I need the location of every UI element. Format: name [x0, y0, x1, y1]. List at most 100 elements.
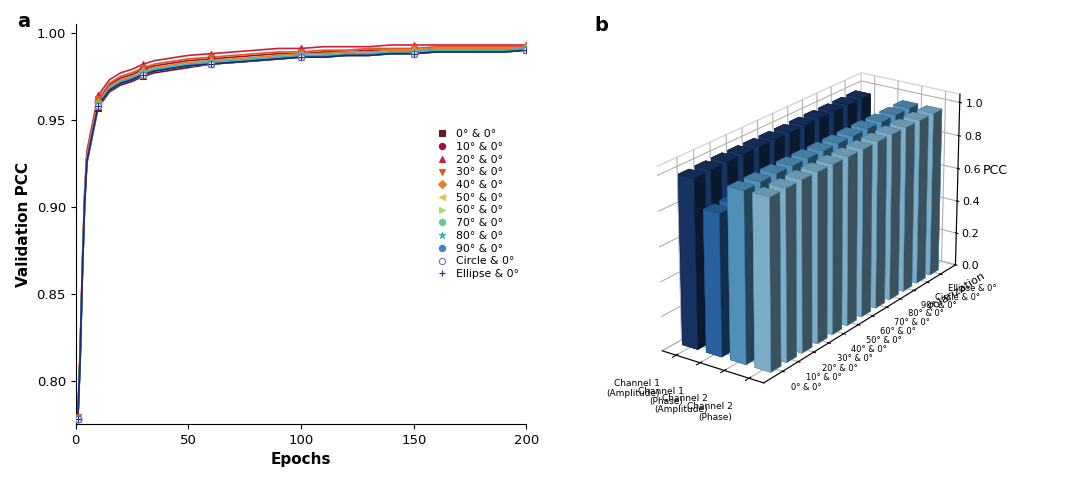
90° & 0°	[71, 416, 84, 422]
20° & 0°	[407, 42, 420, 48]
0° & 0°	[92, 105, 105, 110]
X-axis label: Epochs: Epochs	[271, 453, 332, 468]
20° & 0°	[137, 61, 150, 67]
80° & 0°	[407, 49, 420, 55]
70° & 0°	[407, 49, 420, 55]
10° & 0°	[204, 56, 217, 62]
90° & 0°	[519, 47, 532, 53]
Circle & 0°	[295, 54, 308, 60]
50° & 0°	[407, 51, 420, 56]
70° & 0°	[92, 101, 105, 107]
70° & 0°	[295, 53, 308, 58]
Ellipse & 0°	[295, 54, 308, 60]
Circle & 0°	[407, 51, 420, 56]
60° & 0°	[204, 61, 217, 67]
30° & 0°	[71, 415, 84, 420]
Ellipse & 0°	[92, 103, 105, 109]
60° & 0°	[407, 51, 420, 56]
10° & 0°	[71, 416, 84, 422]
60° & 0°	[295, 54, 308, 60]
Line: 90° & 0°: 90° & 0°	[75, 47, 529, 422]
60° & 0°	[519, 47, 532, 53]
Ellipse & 0°	[407, 51, 420, 56]
Line: 10° & 0°: 10° & 0°	[75, 45, 529, 422]
80° & 0°	[71, 416, 84, 422]
90° & 0°	[204, 61, 217, 67]
Line: 80° & 0°: 80° & 0°	[75, 45, 529, 422]
Circle & 0°	[71, 416, 84, 422]
Text: b: b	[594, 16, 608, 35]
40° & 0°	[407, 47, 420, 53]
40° & 0°	[295, 51, 308, 56]
40° & 0°	[519, 46, 532, 52]
Line: 70° & 0°: 70° & 0°	[75, 45, 529, 422]
20° & 0°	[204, 51, 217, 56]
80° & 0°	[519, 46, 532, 52]
70° & 0°	[137, 70, 150, 76]
50° & 0°	[204, 61, 217, 67]
20° & 0°	[519, 42, 532, 48]
Line: 40° & 0°: 40° & 0°	[75, 45, 529, 422]
Line: 0° & 0°: 0° & 0°	[75, 47, 529, 422]
Line: Ellipse & 0°: Ellipse & 0°	[75, 47, 529, 422]
80° & 0°	[137, 70, 150, 76]
Circle & 0°	[137, 72, 150, 78]
20° & 0°	[295, 46, 308, 52]
0° & 0°	[519, 47, 532, 53]
Ellipse & 0°	[519, 47, 532, 53]
0° & 0°	[204, 61, 217, 67]
80° & 0°	[204, 59, 217, 65]
10° & 0°	[92, 98, 105, 104]
0° & 0°	[407, 49, 420, 55]
60° & 0°	[92, 103, 105, 109]
80° & 0°	[92, 101, 105, 107]
Legend: 0° & 0°, 10° & 0°, 20° & 0°, 30° & 0°, 40° & 0°, 50° & 0°, 60° & 0°, 70° & 0°, 8: 0° & 0°, 10° & 0°, 20° & 0°, 30° & 0°, 4…	[430, 127, 521, 281]
Line: 30° & 0°: 30° & 0°	[75, 43, 529, 420]
0° & 0°	[71, 416, 84, 422]
50° & 0°	[519, 47, 532, 53]
60° & 0°	[137, 72, 150, 78]
Y-axis label: Validation PCC: Validation PCC	[16, 161, 31, 287]
90° & 0°	[92, 103, 105, 109]
60° & 0°	[71, 416, 84, 422]
30° & 0°	[137, 65, 150, 70]
30° & 0°	[295, 49, 308, 55]
30° & 0°	[92, 96, 105, 102]
90° & 0°	[407, 51, 420, 56]
50° & 0°	[92, 103, 105, 109]
Circle & 0°	[92, 103, 105, 109]
Ellipse & 0°	[204, 61, 217, 67]
30° & 0°	[407, 46, 420, 52]
Line: 60° & 0°: 60° & 0°	[75, 47, 529, 422]
30° & 0°	[519, 44, 532, 50]
0° & 0°	[295, 54, 308, 60]
50° & 0°	[295, 54, 308, 60]
Text: a: a	[17, 12, 30, 31]
20° & 0°	[92, 93, 105, 98]
80° & 0°	[295, 53, 308, 58]
90° & 0°	[137, 72, 150, 78]
Line: 20° & 0°: 20° & 0°	[75, 42, 529, 420]
Ellipse & 0°	[137, 72, 150, 78]
40° & 0°	[137, 68, 150, 74]
10° & 0°	[407, 47, 420, 53]
10° & 0°	[519, 46, 532, 52]
0° & 0°	[137, 73, 150, 79]
40° & 0°	[204, 58, 217, 64]
Circle & 0°	[519, 47, 532, 53]
Line: Circle & 0°: Circle & 0°	[75, 47, 529, 422]
10° & 0°	[137, 67, 150, 72]
30° & 0°	[204, 54, 217, 60]
20° & 0°	[71, 415, 84, 420]
70° & 0°	[71, 416, 84, 422]
50° & 0°	[71, 416, 84, 422]
70° & 0°	[519, 46, 532, 52]
40° & 0°	[92, 99, 105, 105]
Ellipse & 0°	[71, 416, 84, 422]
90° & 0°	[295, 54, 308, 60]
10° & 0°	[295, 51, 308, 56]
Circle & 0°	[204, 61, 217, 67]
50° & 0°	[137, 72, 150, 78]
70° & 0°	[204, 59, 217, 65]
Line: 50° & 0°: 50° & 0°	[75, 47, 529, 422]
